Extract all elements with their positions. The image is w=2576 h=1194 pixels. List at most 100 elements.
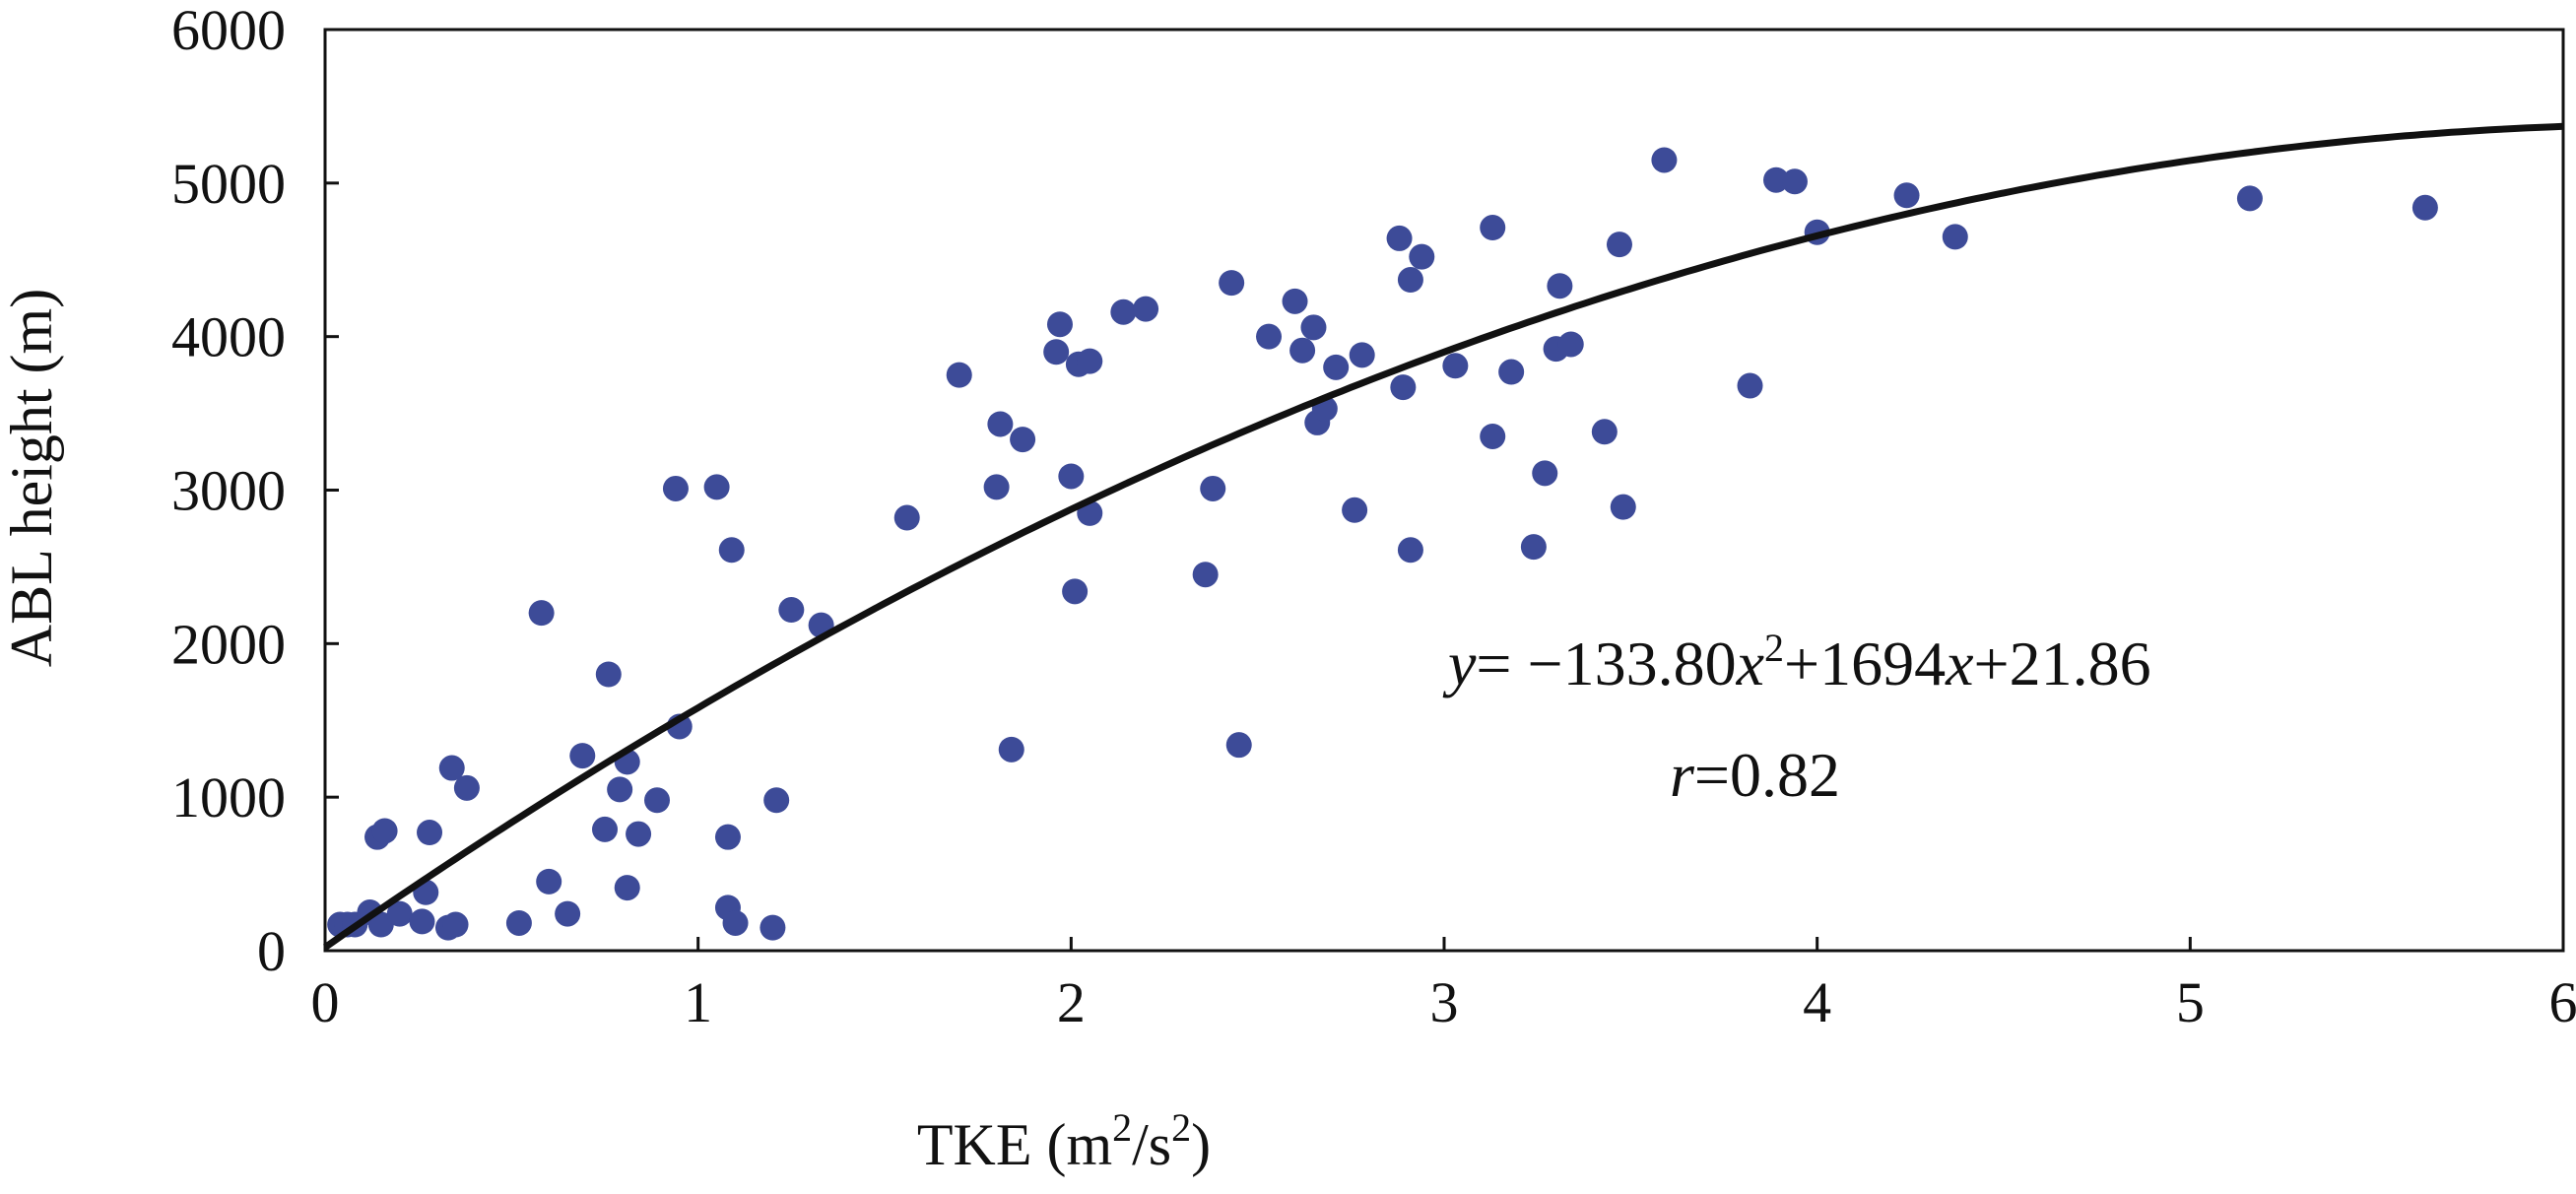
data-point (1289, 338, 1315, 364)
data-point (2412, 195, 2438, 221)
y-tick-label: 2000 (171, 612, 286, 676)
data-point (1283, 289, 1308, 314)
eq-sq: 2 (1764, 626, 1784, 670)
data-point (715, 825, 741, 850)
data-point (1062, 578, 1088, 604)
data-point (1442, 353, 1468, 378)
data-point (536, 869, 561, 895)
data-point (719, 537, 745, 563)
x-title-mid: /s (1132, 1112, 1171, 1177)
data-point (1219, 270, 1244, 296)
x-title-sup1: 2 (1112, 1105, 1132, 1150)
data-point (596, 662, 622, 688)
data-point (1521, 534, 1547, 560)
data-point (626, 822, 651, 847)
data-point (1010, 427, 1035, 452)
data-point (1738, 373, 1763, 399)
x-title-main: TKE (m (917, 1112, 1112, 1177)
x-title-end: ) (1191, 1112, 1211, 1177)
x-title-sup2: 2 (1171, 1105, 1191, 1150)
data-point (663, 476, 689, 501)
data-point (1894, 182, 1920, 208)
data-point (1300, 314, 1326, 340)
data-point (555, 901, 580, 927)
data-point (1193, 562, 1219, 587)
data-point (1611, 495, 1636, 520)
data-point (529, 600, 555, 626)
data-point (615, 875, 640, 900)
data-point (1480, 424, 1505, 449)
data-point (1592, 419, 1618, 444)
data-point (1390, 374, 1416, 400)
data-point (778, 597, 804, 623)
data-point (723, 910, 749, 936)
data-point (506, 910, 532, 936)
data-point (1133, 297, 1158, 322)
y-tick-label: 5000 (171, 152, 286, 216)
data-point (1480, 215, 1505, 240)
x-tick-label: 1 (684, 970, 712, 1034)
x-tick-label: 4 (1803, 970, 1831, 1034)
r-symbol: r (1670, 740, 1695, 810)
data-point (1558, 331, 1584, 357)
data-point (569, 743, 595, 768)
data-point (1651, 147, 1677, 172)
eq-y: y (1442, 629, 1477, 698)
data-point (999, 737, 1024, 763)
data-point (1547, 273, 1572, 298)
data-point (704, 474, 730, 499)
data-point (592, 817, 618, 842)
data-point (644, 787, 670, 813)
eq-x2: x (1945, 629, 1973, 698)
data-point (1943, 224, 1968, 249)
data-point (1398, 267, 1423, 293)
data-point (443, 912, 469, 938)
x-tick-label: 3 (1430, 970, 1459, 1034)
fit-curve (325, 126, 2563, 947)
data-point (1409, 244, 1434, 270)
y-tick-label: 6000 (171, 0, 286, 62)
data-point (1350, 342, 1375, 367)
data-point (1200, 476, 1225, 501)
y-tick-label: 4000 (171, 305, 286, 369)
data-point (947, 363, 972, 388)
data-point (1058, 463, 1084, 489)
data-point (1498, 360, 1524, 385)
data-point (1342, 498, 1367, 523)
data-point (987, 411, 1013, 436)
data-point (409, 908, 434, 934)
data-point (760, 915, 785, 941)
points-layer (327, 147, 2438, 940)
correlation-label: r=0.82 (1670, 740, 1840, 810)
x-tick-label: 6 (2549, 970, 2576, 1034)
data-point (1387, 226, 1413, 251)
data-point (1110, 299, 1136, 325)
eq-tail: +21.86 (1974, 629, 2151, 698)
x-tick-label: 2 (1057, 970, 1086, 1034)
data-point (894, 505, 920, 531)
data-point (1226, 732, 1252, 758)
data-point (372, 818, 398, 843)
x-tick-label: 5 (2176, 970, 2205, 1034)
data-point (763, 787, 789, 813)
data-point (1256, 324, 1282, 350)
eq-plus: +1694 (1784, 629, 1946, 698)
data-point (1607, 232, 1632, 257)
data-point (984, 474, 1010, 499)
data-point (607, 776, 632, 802)
y-axis-title: ABL height (m) (0, 289, 64, 667)
x-axis-title: TKE (m2/s2) (917, 1105, 1211, 1177)
x-tick-label: 0 (311, 970, 340, 1034)
fit-equation: y= −133.80x2+1694x+21.86 (1442, 626, 2151, 698)
y-tick-label: 3000 (171, 459, 286, 523)
y-tick-label: 0 (257, 919, 286, 983)
eq-x1: x (1736, 629, 1764, 698)
data-point (1077, 349, 1102, 374)
data-point (1047, 311, 1073, 337)
data-point (454, 775, 480, 801)
data-point (1043, 339, 1069, 365)
data-point (1782, 168, 1808, 194)
data-point (417, 820, 442, 845)
